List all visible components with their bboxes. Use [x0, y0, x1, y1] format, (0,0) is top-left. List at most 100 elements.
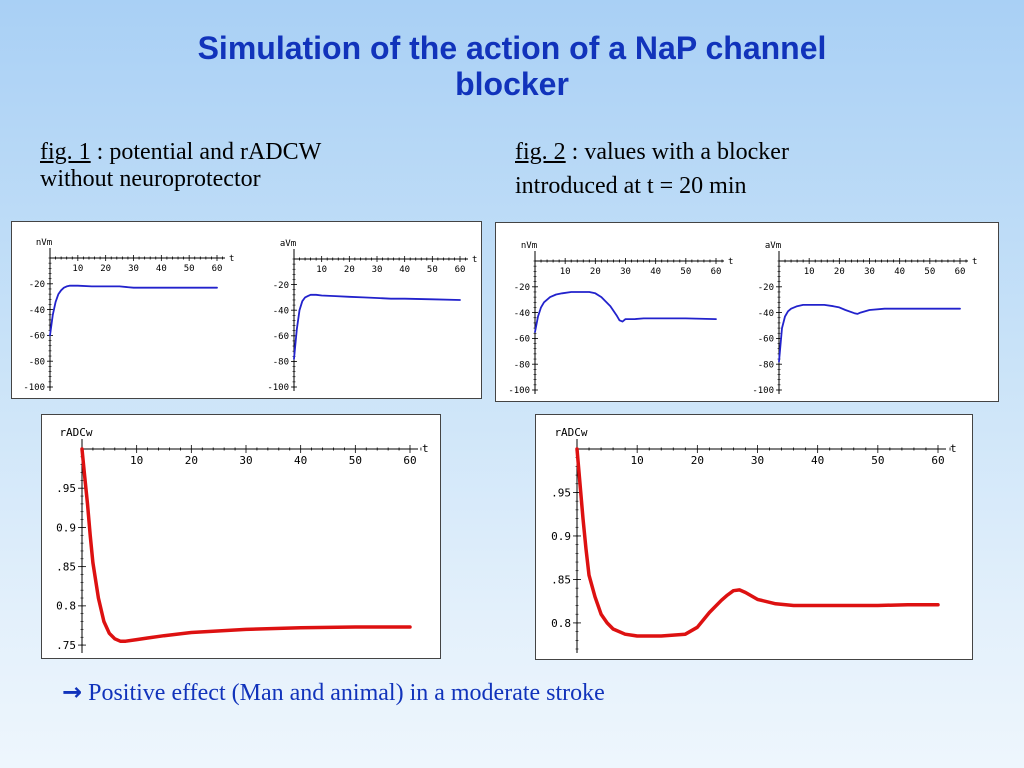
x-tick-label: 60: [212, 264, 223, 274]
x-tick-label: 60: [403, 454, 416, 467]
x-tick-label: 10: [631, 454, 644, 467]
fig1-caption-line2: without neuroprotector: [40, 166, 261, 192]
axes: [78, 439, 422, 653]
y-tick-label: .75: [56, 639, 76, 652]
conclusion-text: → Positive effect (Man and animal) in a …: [62, 678, 605, 707]
x-tick-label: 10: [560, 267, 571, 277]
y-tick-label: 0.8: [551, 617, 571, 630]
x-tick-label: 40: [650, 267, 661, 277]
y-axis-label: rADCw: [554, 426, 587, 439]
y-tick-label: -20: [758, 283, 774, 293]
y-tick-label: -80: [273, 358, 289, 368]
y-axis-label: nVm: [521, 241, 537, 251]
x-tick-label: 40: [156, 264, 167, 274]
series-line: [534, 291, 717, 333]
x-axis-label: t: [422, 442, 429, 455]
x-tick-label: 10: [804, 267, 815, 277]
x-tick-label: 40: [811, 454, 824, 467]
fig2-caption-line2: introduced at t = 20 min: [515, 173, 747, 199]
fig1-ref: fig. 1: [40, 139, 91, 165]
y-tick-label: -40: [29, 306, 45, 316]
y-tick-label: -100: [752, 386, 774, 396]
x-tick-label: 30: [620, 267, 631, 277]
x-tick-label: 20: [100, 264, 111, 274]
y-axis-label: rADCw: [59, 426, 92, 439]
y-tick-label: -20: [514, 283, 530, 293]
x-tick-label: 50: [871, 454, 884, 467]
arrow-right-icon: →: [62, 678, 83, 706]
x-tick-label: 10: [72, 264, 83, 274]
y-tick-label: -100: [508, 386, 530, 396]
fig2-nvm-chart: 10 20 30 40 50 60 -20 -40 -60 -80 -100 nVm t: [508, 241, 733, 396]
series-line: [293, 293, 461, 360]
x-tick-label: 20: [344, 265, 355, 275]
y-tick-label: 0.9: [551, 530, 571, 543]
fig1-radcw-panel: 10 20 30 40 50 60 .95 0.9 .85 0.8 .75 rADCw t: [41, 414, 441, 659]
x-tick-label: 30: [372, 265, 383, 275]
y-tick-label: -80: [758, 360, 774, 370]
y-tick-label: -100: [267, 383, 289, 393]
x-axis-label: t: [972, 257, 977, 267]
y-tick-label: -20: [273, 281, 289, 291]
series-line: [80, 447, 412, 643]
series-line: [49, 284, 218, 337]
x-axis-label: t: [229, 254, 234, 264]
x-tick-label: 10: [130, 454, 143, 467]
y-tick-label: -60: [514, 335, 530, 345]
x-tick-label: 50: [427, 265, 438, 275]
y-tick-label: -40: [514, 309, 530, 319]
slide-title: Simulation of the action of a NaP channe…: [0, 30, 1024, 102]
x-tick-label: 40: [399, 265, 410, 275]
x-axis-label: t: [472, 255, 477, 265]
y-axis-label: aVm: [280, 239, 296, 249]
y-tick-label: -40: [758, 309, 774, 319]
y-tick-label: -20: [29, 280, 45, 290]
x-tick-label: 60: [455, 265, 466, 275]
x-tick-label: 30: [864, 267, 875, 277]
y-axis-label: aVm: [765, 241, 781, 251]
x-tick-label: 50: [680, 267, 691, 277]
y-tick-label: -60: [273, 332, 289, 342]
x-tick-label: 20: [590, 267, 601, 277]
fig2-caption: fig. 2 : values with a blocker introduce…: [515, 137, 789, 201]
axes: [291, 249, 468, 391]
x-tick-label: 20: [185, 454, 198, 467]
series-line: [778, 304, 961, 363]
axes: [532, 251, 724, 394]
fig2-caption-line1: : values with a blocker: [565, 139, 789, 165]
y-tick-label: .85: [551, 573, 571, 586]
fig1-avm-chart: 10 20 30 40 50 60 -20 -40 -60 -80 -100 aVm t: [267, 239, 477, 393]
x-tick-label: 60: [711, 267, 722, 277]
x-tick-label: 50: [184, 264, 195, 274]
fig2-radcw-panel: 10 20 30 40 50 60 .95 0.9 .85 0.8 rADCw t: [535, 414, 973, 660]
fig2-potential-panel: 10 20 30 40 50 60 -20 -40 -60 -80 -100 nVm t 10 20 30 4…: [495, 222, 999, 402]
fig2-avm-chart: 10 20 30 40 50 60 -20 -40 -60 -80 -100 aVm t: [752, 241, 977, 396]
y-tick-label: -80: [514, 360, 530, 370]
y-tick-label: -80: [29, 357, 45, 367]
x-tick-label: 20: [691, 454, 704, 467]
x-tick-label: 50: [924, 267, 935, 277]
x-axis-label: t: [950, 442, 957, 455]
y-tick-label: .95: [56, 482, 76, 495]
axes: [573, 439, 951, 653]
y-tick-label: -100: [23, 383, 45, 393]
x-tick-label: 60: [955, 267, 966, 277]
title-line-1: Simulation of the action of a NaP channe…: [197, 30, 827, 66]
y-tick-label: -60: [29, 332, 45, 342]
y-tick-label: 0.8: [56, 600, 76, 613]
y-tick-label: .95: [551, 486, 571, 499]
x-tick-label: 20: [834, 267, 845, 277]
x-tick-label: 30: [751, 454, 764, 467]
series-line: [575, 447, 940, 638]
conclusion-label: Positive effect (Man and animal) in a mo…: [88, 680, 605, 706]
fig1-potential-panel: 10 20 30 40 50 60 -20 -40 -60 -80 -100 nVm t 10 20 30 4…: [11, 221, 482, 399]
x-tick-label: 60: [931, 454, 944, 467]
y-tick-label: -40: [273, 306, 289, 316]
x-tick-label: 30: [128, 264, 139, 274]
fig1-caption: fig. 1 : potential and rADCW without neu…: [40, 137, 321, 194]
x-tick-label: 40: [894, 267, 905, 277]
title-line-2: blocker: [455, 66, 569, 102]
x-tick-label: 10: [316, 265, 327, 275]
y-tick-label: 0.9: [56, 521, 76, 534]
fig1-caption-line1: : potential and rADCW: [90, 139, 322, 165]
